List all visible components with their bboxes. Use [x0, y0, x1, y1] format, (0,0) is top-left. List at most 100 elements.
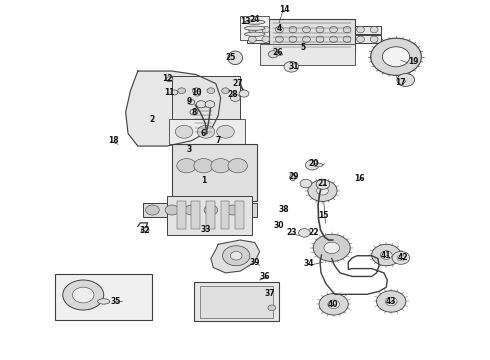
Circle shape [211, 158, 230, 173]
Ellipse shape [262, 36, 270, 42]
Circle shape [397, 255, 405, 261]
Circle shape [230, 94, 240, 102]
Circle shape [371, 38, 421, 75]
Circle shape [230, 251, 242, 260]
Text: 5: 5 [301, 43, 306, 52]
Ellipse shape [357, 36, 365, 42]
FancyBboxPatch shape [247, 26, 381, 33]
Circle shape [372, 244, 401, 266]
Circle shape [141, 227, 149, 233]
Circle shape [221, 88, 229, 94]
Ellipse shape [302, 36, 310, 42]
Ellipse shape [248, 26, 256, 33]
Text: 11: 11 [164, 88, 175, 97]
Text: 35: 35 [111, 297, 121, 306]
Ellipse shape [245, 26, 265, 30]
Text: 27: 27 [232, 79, 243, 88]
Ellipse shape [290, 174, 295, 181]
Ellipse shape [370, 36, 378, 42]
Circle shape [146, 205, 159, 215]
Circle shape [385, 297, 397, 306]
Text: 34: 34 [303, 260, 314, 269]
FancyBboxPatch shape [206, 201, 215, 229]
Text: 13: 13 [240, 17, 250, 26]
Circle shape [380, 251, 392, 259]
FancyBboxPatch shape [247, 35, 381, 43]
Text: 36: 36 [259, 272, 270, 281]
Ellipse shape [302, 26, 310, 33]
Circle shape [175, 125, 193, 138]
Circle shape [305, 160, 319, 170]
Circle shape [324, 242, 340, 253]
Circle shape [197, 125, 215, 138]
Text: 26: 26 [272, 48, 282, 57]
FancyBboxPatch shape [240, 16, 270, 40]
Ellipse shape [343, 36, 351, 42]
Circle shape [376, 291, 406, 312]
Circle shape [397, 73, 415, 86]
FancyBboxPatch shape [172, 76, 240, 119]
Polygon shape [211, 240, 260, 273]
Circle shape [317, 186, 328, 195]
Text: 8: 8 [191, 108, 196, 117]
Ellipse shape [316, 26, 324, 33]
Text: 3: 3 [186, 145, 192, 154]
Ellipse shape [316, 36, 324, 42]
Text: 23: 23 [286, 228, 296, 237]
Text: 6: 6 [201, 129, 206, 138]
Circle shape [316, 179, 330, 189]
Ellipse shape [248, 36, 256, 42]
FancyBboxPatch shape [172, 144, 257, 202]
Text: 40: 40 [327, 300, 338, 309]
Circle shape [205, 101, 215, 108]
Ellipse shape [276, 53, 283, 56]
Circle shape [73, 287, 94, 303]
Circle shape [190, 109, 198, 115]
Ellipse shape [275, 36, 283, 42]
FancyBboxPatch shape [143, 203, 257, 217]
Circle shape [194, 158, 213, 173]
FancyBboxPatch shape [194, 282, 279, 321]
Text: 33: 33 [201, 225, 211, 234]
Text: 25: 25 [225, 53, 236, 62]
Ellipse shape [245, 20, 265, 24]
Text: 16: 16 [354, 174, 365, 183]
Text: 4: 4 [276, 24, 282, 33]
Ellipse shape [275, 26, 283, 33]
Circle shape [188, 100, 195, 105]
Text: 38: 38 [279, 205, 289, 214]
Text: 19: 19 [408, 57, 418, 66]
Circle shape [207, 88, 215, 94]
Text: 29: 29 [289, 172, 299, 181]
Text: 20: 20 [308, 159, 319, 168]
Text: 7: 7 [216, 136, 221, 145]
Circle shape [284, 62, 298, 72]
Circle shape [313, 234, 350, 261]
FancyBboxPatch shape [167, 196, 252, 235]
Circle shape [165, 205, 179, 215]
FancyBboxPatch shape [260, 44, 355, 65]
Text: 2: 2 [150, 115, 155, 124]
Circle shape [178, 88, 186, 94]
Text: 37: 37 [264, 289, 275, 298]
Text: 15: 15 [318, 211, 328, 220]
Text: 42: 42 [398, 253, 409, 262]
Ellipse shape [289, 26, 297, 33]
Circle shape [392, 251, 410, 264]
FancyBboxPatch shape [220, 201, 229, 229]
Text: 22: 22 [308, 228, 319, 237]
Text: 31: 31 [289, 62, 299, 71]
Circle shape [222, 246, 250, 266]
Text: 18: 18 [108, 136, 119, 145]
Text: 21: 21 [318, 179, 328, 188]
Circle shape [328, 300, 340, 309]
Circle shape [308, 180, 337, 202]
Text: 1: 1 [201, 176, 206, 185]
Text: 41: 41 [381, 251, 392, 260]
Text: 14: 14 [279, 5, 289, 14]
FancyBboxPatch shape [270, 19, 355, 51]
Ellipse shape [330, 36, 338, 42]
Circle shape [196, 101, 206, 108]
Ellipse shape [343, 26, 351, 33]
Circle shape [269, 51, 278, 58]
